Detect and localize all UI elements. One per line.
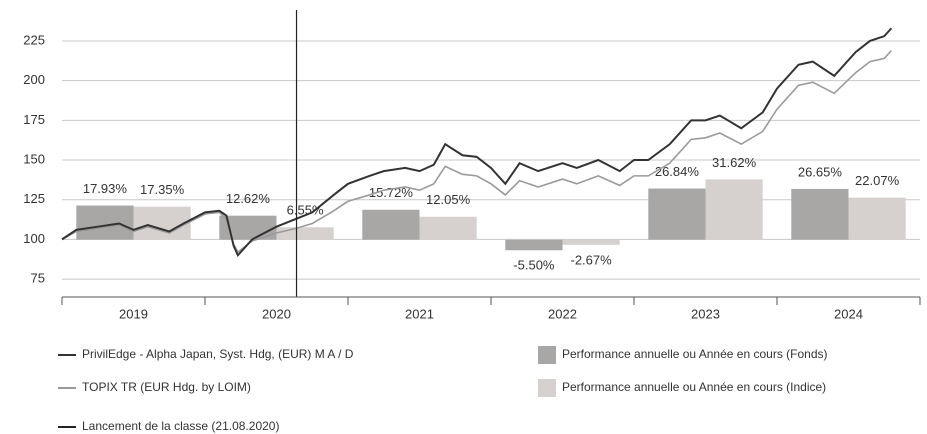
bar-value-label: 17.35% — [140, 182, 185, 197]
x-tick-label: 2022 — [548, 306, 577, 321]
x-tick-label: 2024 — [834, 306, 863, 321]
bar-value-label: 31.62% — [712, 155, 757, 170]
bar — [562, 239, 620, 245]
legend-label-swatch — [538, 346, 556, 364]
bar-value-label: 15.72% — [369, 185, 414, 200]
bar — [133, 206, 191, 240]
bar-value-label: -5.50% — [513, 258, 555, 273]
bar — [791, 188, 849, 240]
bar — [362, 209, 420, 240]
bar-value-label: 17.93% — [83, 181, 128, 196]
y-tick-label: 200 — [23, 72, 45, 87]
bar — [848, 197, 906, 240]
bar — [76, 205, 134, 240]
bar — [705, 179, 763, 240]
legend-label: TOPIX TR (EUR Hdg. by LOIM) — [82, 380, 251, 394]
y-tick-label: 150 — [23, 151, 45, 166]
bar — [505, 239, 563, 251]
legend-label: Performance annuelle ou Année en cours (… — [562, 347, 828, 361]
bar-value-label: 26.84% — [655, 164, 700, 179]
bar-value-label: 12.05% — [426, 192, 471, 207]
y-tick-label: 175 — [23, 112, 45, 127]
x-tick-label: 2023 — [691, 306, 720, 321]
legend-label: Performance annuelle ou Année en cours (… — [562, 380, 826, 394]
legend-label: PrivilEdge - Alpha Japan, Syst. Hdg, (EU… — [82, 347, 354, 361]
line — [61, 49, 892, 254]
legend-label-swatch — [538, 379, 556, 397]
line — [61, 27, 893, 258]
bar — [276, 227, 334, 240]
y-tick-label: 125 — [23, 191, 45, 206]
bar-value-label: 12.62% — [226, 191, 271, 206]
legend-label: Lancement de la classe (21.08.2020) — [82, 419, 279, 433]
x-tick-label: 2020 — [262, 306, 291, 321]
bar-value-label: 26.65% — [798, 164, 843, 179]
bar-value-label: -2.67% — [570, 252, 612, 267]
x-tick-label: 2021 — [405, 306, 434, 321]
y-tick-label: 100 — [23, 231, 45, 246]
x-tick-label: 2019 — [119, 306, 148, 321]
bar — [648, 188, 706, 240]
y-tick-label: 75 — [31, 271, 45, 286]
y-tick-label: 225 — [23, 32, 45, 47]
bar — [419, 216, 477, 240]
bar-value-label: 22.07% — [855, 173, 900, 188]
